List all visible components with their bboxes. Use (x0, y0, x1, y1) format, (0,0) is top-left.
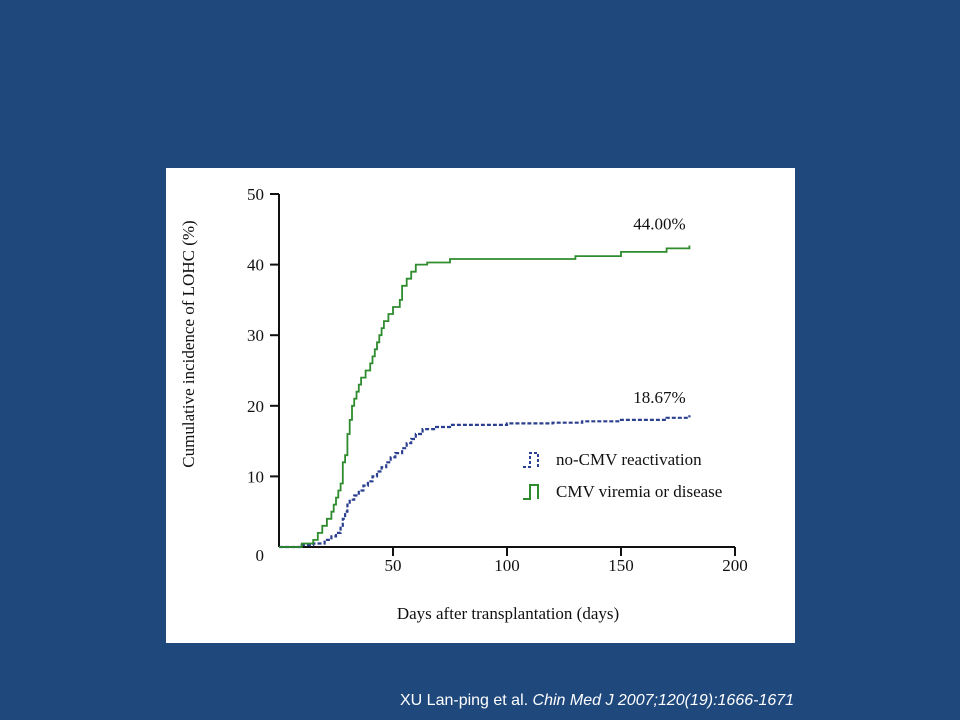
no-cmv-series-line (279, 415, 691, 549)
cumulative-incidence-chart: 0 10 20 30 40 50 50 100 150 200 18.67% 44.00% no-C… (179, 185, 748, 623)
y-tick-label: 40 (247, 256, 264, 275)
y-tick-label: 0 (256, 546, 265, 565)
axes (270, 193, 736, 556)
legend-no-cmv-label: no-CMV reactivation (556, 450, 702, 469)
tick-labels: 0 10 20 30 40 50 50 100 150 200 (247, 185, 748, 575)
y-tick-label: 30 (247, 326, 264, 345)
citation: XU Lan-ping et al. Chin Med J 2007;120(1… (400, 692, 794, 710)
x-tick-label: 100 (494, 556, 520, 575)
x-tick-label: 50 (385, 556, 402, 575)
legend-cmv-symbol (523, 484, 539, 500)
y-tick-label: 10 (247, 467, 264, 486)
x-tick-label: 200 (722, 556, 748, 575)
y-axis-label: Cumulative incidence of LOHC (%) (179, 220, 198, 467)
y-tick-label: 20 (247, 397, 264, 416)
x-axis-label: Days after transplantation (days) (397, 604, 619, 623)
legend: no-CMV reactivation CMV viremia or diseas… (523, 450, 722, 501)
x-tick-label: 150 (608, 556, 634, 575)
figure-panel: 0 10 20 30 40 50 50 100 150 200 18.67% 44.00% no-C… (166, 168, 795, 643)
series-lines: 18.67% 44.00% (279, 215, 691, 549)
legend-no-cmv-symbol (523, 452, 539, 468)
citation-journal: Chin Med J 2007;120(19):1666-1671 (532, 692, 795, 709)
no-cmv-end-label: 18.67% (633, 388, 685, 407)
cmv-end-label: 44.00% (633, 215, 685, 234)
legend-cmv-label: CMV viremia or disease (556, 482, 722, 501)
citation-authors: XU Lan-ping et al. (400, 692, 529, 709)
cmv-series-line (279, 245, 691, 548)
y-tick-label: 50 (247, 185, 264, 204)
